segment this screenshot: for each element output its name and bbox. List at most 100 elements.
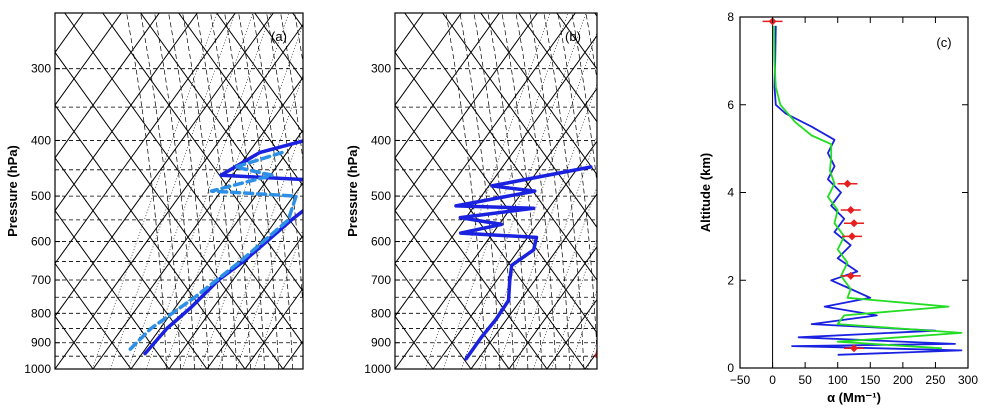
isotherm-line xyxy=(625,13,881,369)
isotherm-line xyxy=(508,245,597,369)
plot-frame xyxy=(394,12,598,370)
y-tick-label: 1000 xyxy=(24,362,51,376)
isotherm-line xyxy=(473,13,729,369)
adiabat-line xyxy=(747,13,985,369)
adiabat-line xyxy=(518,13,597,123)
adiabat-line xyxy=(55,104,246,369)
sounding-series-2 xyxy=(454,165,593,361)
isotherm-line xyxy=(584,351,597,369)
adiabat-line xyxy=(395,104,586,369)
panel-b: 300 400 500 600 700 800 900 1000 (b) Pressure (hP… xyxy=(0,12,985,376)
moist-adiabat-line xyxy=(585,13,597,82)
data-point xyxy=(850,344,858,353)
moist-adiabat-line xyxy=(614,13,654,369)
adiabat-line xyxy=(749,13,985,369)
mixing-ratio-line xyxy=(497,83,597,369)
y-tick-label: 300 xyxy=(371,62,391,76)
x-tick-label: 50 xyxy=(798,373,812,387)
x-axis-label: α (Mm⁻¹) xyxy=(827,390,881,405)
mixing-ratio-line xyxy=(569,288,597,369)
isotherm-line xyxy=(55,23,303,369)
x-tick-label: −50 xyxy=(730,373,751,387)
x-tick-label: 100 xyxy=(828,373,848,387)
moist-adiabat-line xyxy=(309,13,349,369)
x-tick-label: 250 xyxy=(925,373,945,387)
moist-adiabat-line xyxy=(445,13,487,369)
isotherm-line xyxy=(929,13,985,369)
adiabat-line xyxy=(594,13,597,18)
moist-adiabat-line xyxy=(266,13,303,312)
adiabat-line xyxy=(292,13,303,29)
panel-label: (c) xyxy=(936,35,951,50)
sounding-series-4 xyxy=(126,150,298,353)
skewt-grid xyxy=(55,13,985,369)
moist-adiabat-line xyxy=(182,13,223,369)
x-tick-label: 0 xyxy=(769,373,776,387)
isotherm-line xyxy=(546,298,597,369)
adiabat-line xyxy=(395,51,597,334)
plot-frame xyxy=(54,12,304,370)
isotherm-line xyxy=(55,13,274,318)
moist-adiabat-line xyxy=(294,13,303,65)
adiabat-line xyxy=(216,13,303,134)
adiabat-line xyxy=(480,13,597,176)
adiabat-line xyxy=(0,13,167,369)
moist-adiabat-line xyxy=(168,13,209,369)
adiabat-line xyxy=(395,157,548,369)
moist-adiabat-line xyxy=(126,13,167,369)
isotherm-line xyxy=(130,129,303,369)
y-tick-label: 500 xyxy=(371,189,391,203)
adiabat-line xyxy=(597,13,853,369)
panel-a: 300 400 500 600 700 800 900 1000 (a) Pressure (hP… xyxy=(5,12,985,376)
isotherm-line xyxy=(0,13,195,369)
moist-adiabat-line xyxy=(473,13,515,369)
extinction-series-2 xyxy=(773,25,963,350)
y-tick-label: 800 xyxy=(371,306,391,320)
moist-adiabat-line xyxy=(557,13,597,358)
y-axis-label: Pressure (hPa) xyxy=(5,145,20,237)
y-axis-label: Altitude (km) xyxy=(698,153,713,232)
isotherm-line xyxy=(699,13,955,369)
y-tick-label: 600 xyxy=(371,235,391,249)
y-tick-label: 300 xyxy=(31,62,51,76)
isotherm-line xyxy=(395,13,576,265)
isotherm-line xyxy=(470,193,597,369)
adiabat-line xyxy=(55,209,170,369)
isotherm-line xyxy=(435,13,691,369)
adiabat-line xyxy=(395,209,510,369)
adiabat-line xyxy=(254,13,303,81)
moist-adiabat-line xyxy=(280,13,303,164)
adiabat-line xyxy=(63,13,319,369)
y-tick-label: 8 xyxy=(727,10,734,24)
isotherm-line xyxy=(395,13,462,106)
isotherm-line xyxy=(55,13,198,212)
isotherm-line xyxy=(549,13,805,369)
isotherm-line xyxy=(282,340,303,369)
isotherm-line xyxy=(623,13,879,369)
moist-adiabat-line xyxy=(487,13,529,369)
adiabat-line xyxy=(55,157,208,369)
y-tick-label: 600 xyxy=(31,235,51,249)
adiabat-line xyxy=(178,13,303,187)
isotherm-line xyxy=(395,13,500,159)
adiabat-line xyxy=(442,13,597,229)
y-tick-label: 6 xyxy=(727,98,734,112)
moist-adiabat-line xyxy=(543,13,585,369)
adiabat-line xyxy=(101,13,357,369)
moist-adiabat-line xyxy=(515,13,557,369)
adiabat-line xyxy=(785,13,985,369)
moist-adiabat-line xyxy=(224,13,265,369)
isotherm-line xyxy=(967,13,985,369)
moist-adiabat-line xyxy=(238,13,279,369)
extinction-series-1 xyxy=(773,25,963,356)
moist-adiabat-line xyxy=(571,13,597,187)
y-axis-label: Pressure (hPa) xyxy=(345,145,360,237)
adiabat-line xyxy=(331,13,587,369)
isotherm-line xyxy=(889,13,985,369)
isotherm-line xyxy=(432,140,597,369)
isotherm-line xyxy=(55,13,122,106)
y-tick-label: 500 xyxy=(31,189,51,203)
isotherm-line xyxy=(927,13,985,369)
isotherm-line xyxy=(891,13,985,369)
adiabat-line xyxy=(787,13,985,369)
